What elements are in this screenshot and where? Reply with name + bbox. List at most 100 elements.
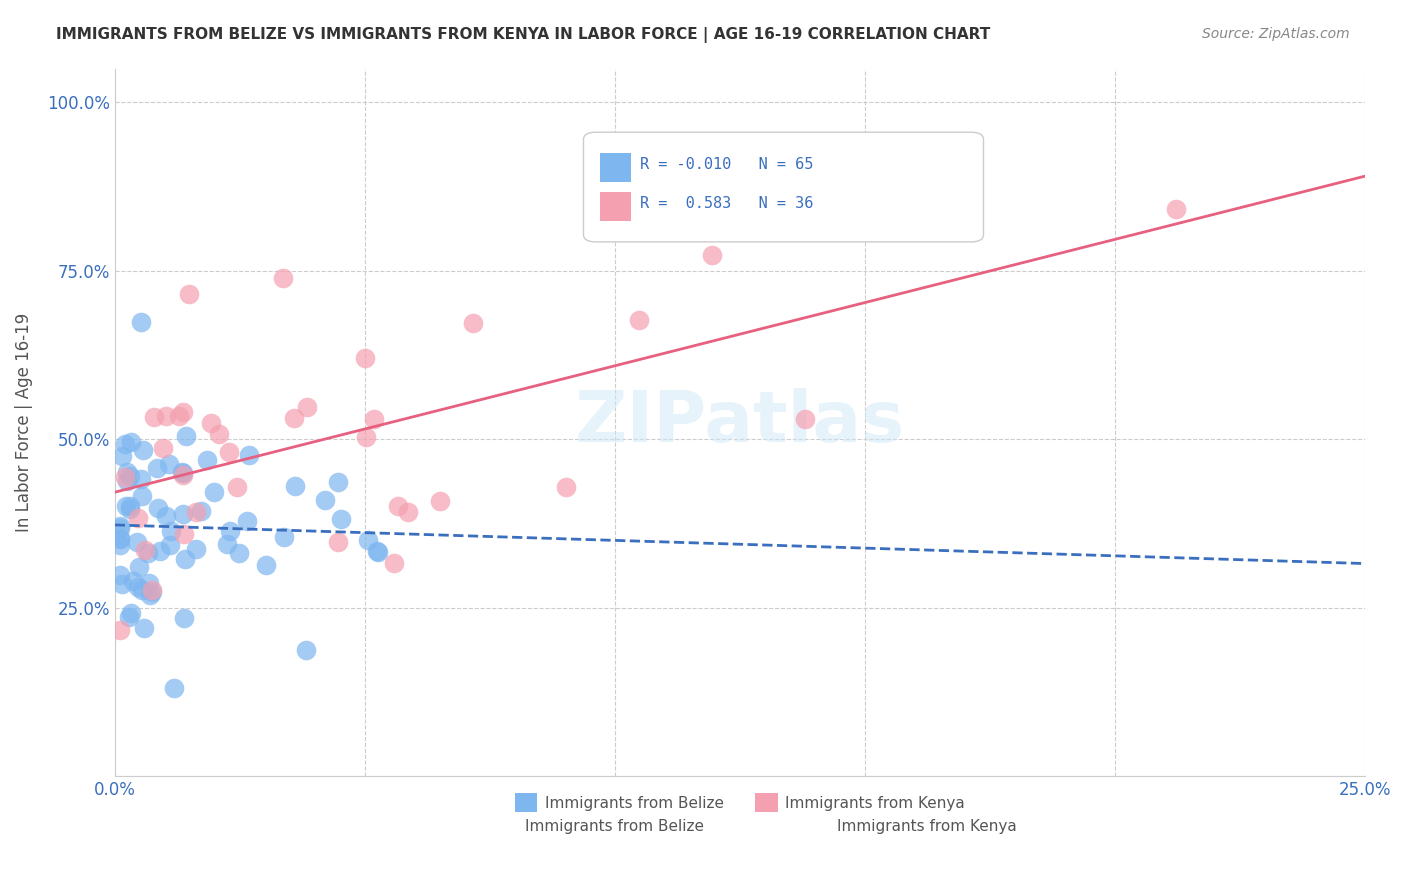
Point (128, 580, 150, 594)
Point (208, 427, 231, 442)
Point (167, 409, 190, 423)
Point (190, 504, 212, 518)
Y-axis label: In Labor Force | Age 16-19: In Labor Force | Age 16-19 (15, 313, 32, 532)
Point (628, 313, 651, 327)
Point (354, 430, 377, 444)
Point (128, 559, 150, 574)
Point (136, 546, 159, 560)
Point (114, 470, 136, 484)
Point (157, 457, 180, 471)
Point (118, 610, 141, 624)
Point (139, 588, 162, 602)
Point (141, 584, 163, 599)
Point (218, 444, 240, 458)
Point (127, 511, 149, 525)
Point (111, 577, 134, 591)
Text: R = -0.010   N = 65: R = -0.010 N = 65 (640, 157, 813, 172)
Point (138, 575, 160, 590)
Point (356, 533, 378, 547)
Point (219, 524, 242, 538)
FancyBboxPatch shape (583, 132, 984, 242)
Point (155, 509, 177, 524)
Point (149, 544, 172, 558)
Text: Source: ZipAtlas.com: Source: ZipAtlas.com (1202, 27, 1350, 41)
Point (354, 351, 377, 365)
Point (273, 530, 295, 544)
Legend: Immigrants from Belize, Immigrants from Kenya: Immigrants from Belize, Immigrants from … (509, 788, 972, 818)
Point (134, 542, 156, 557)
Point (396, 504, 419, 518)
Text: IMMIGRANTS FROM BELIZE VS IMMIGRANTS FROM KENYA IN LABOR FORCE | AGE 16-19 CORRE: IMMIGRANTS FROM BELIZE VS IMMIGRANTS FRO… (56, 27, 990, 43)
Point (186, 542, 208, 557)
Point (1164, 202, 1187, 216)
Point (159, 524, 181, 539)
Point (108, 533, 131, 547)
Point (118, 501, 141, 516)
Point (195, 453, 218, 467)
Point (215, 537, 238, 551)
Point (108, 567, 131, 582)
Point (314, 492, 336, 507)
Point (141, 583, 163, 598)
Point (793, 411, 815, 425)
Bar (600, 153, 631, 182)
Text: Immigrants from Kenya: Immigrants from Kenya (838, 819, 1017, 834)
Point (254, 558, 277, 572)
Point (132, 442, 155, 457)
Point (129, 315, 152, 329)
Point (155, 409, 177, 423)
Point (163, 681, 186, 695)
Point (236, 514, 259, 528)
Point (295, 642, 318, 657)
Point (114, 436, 136, 450)
Text: R =  0.583   N = 36: R = 0.583 N = 36 (640, 196, 813, 211)
Point (202, 484, 225, 499)
Point (200, 416, 222, 430)
Point (115, 500, 138, 514)
Point (142, 409, 165, 424)
Point (749, 218, 772, 232)
Point (108, 518, 131, 533)
Point (172, 466, 194, 480)
Point (700, 247, 723, 261)
Point (172, 405, 194, 419)
Point (463, 316, 485, 330)
Point (159, 537, 181, 551)
Point (172, 467, 194, 482)
Point (146, 460, 169, 475)
Point (329, 512, 352, 526)
Point (173, 611, 195, 625)
Point (108, 623, 131, 637)
Point (382, 556, 405, 570)
Point (111, 450, 134, 464)
Point (170, 465, 193, 479)
Point (120, 434, 142, 449)
Point (117, 466, 139, 480)
Point (131, 489, 153, 503)
Point (172, 507, 194, 521)
Point (429, 493, 451, 508)
Point (284, 479, 307, 493)
Point (271, 271, 294, 285)
Point (117, 474, 139, 488)
Text: ZIPatlas: ZIPatlas (575, 388, 905, 457)
Point (179, 287, 201, 301)
Point (152, 441, 174, 455)
Point (238, 448, 260, 462)
Point (283, 410, 305, 425)
Point (173, 526, 195, 541)
Point (134, 621, 156, 635)
Point (226, 480, 249, 494)
Point (326, 475, 349, 489)
Point (228, 546, 250, 560)
Point (363, 411, 385, 425)
Point (127, 535, 149, 549)
Point (554, 480, 576, 494)
Point (148, 500, 170, 515)
Point (120, 606, 142, 620)
Point (121, 574, 143, 589)
Point (108, 521, 131, 535)
Point (118, 469, 141, 483)
Point (186, 506, 208, 520)
Point (108, 539, 131, 553)
